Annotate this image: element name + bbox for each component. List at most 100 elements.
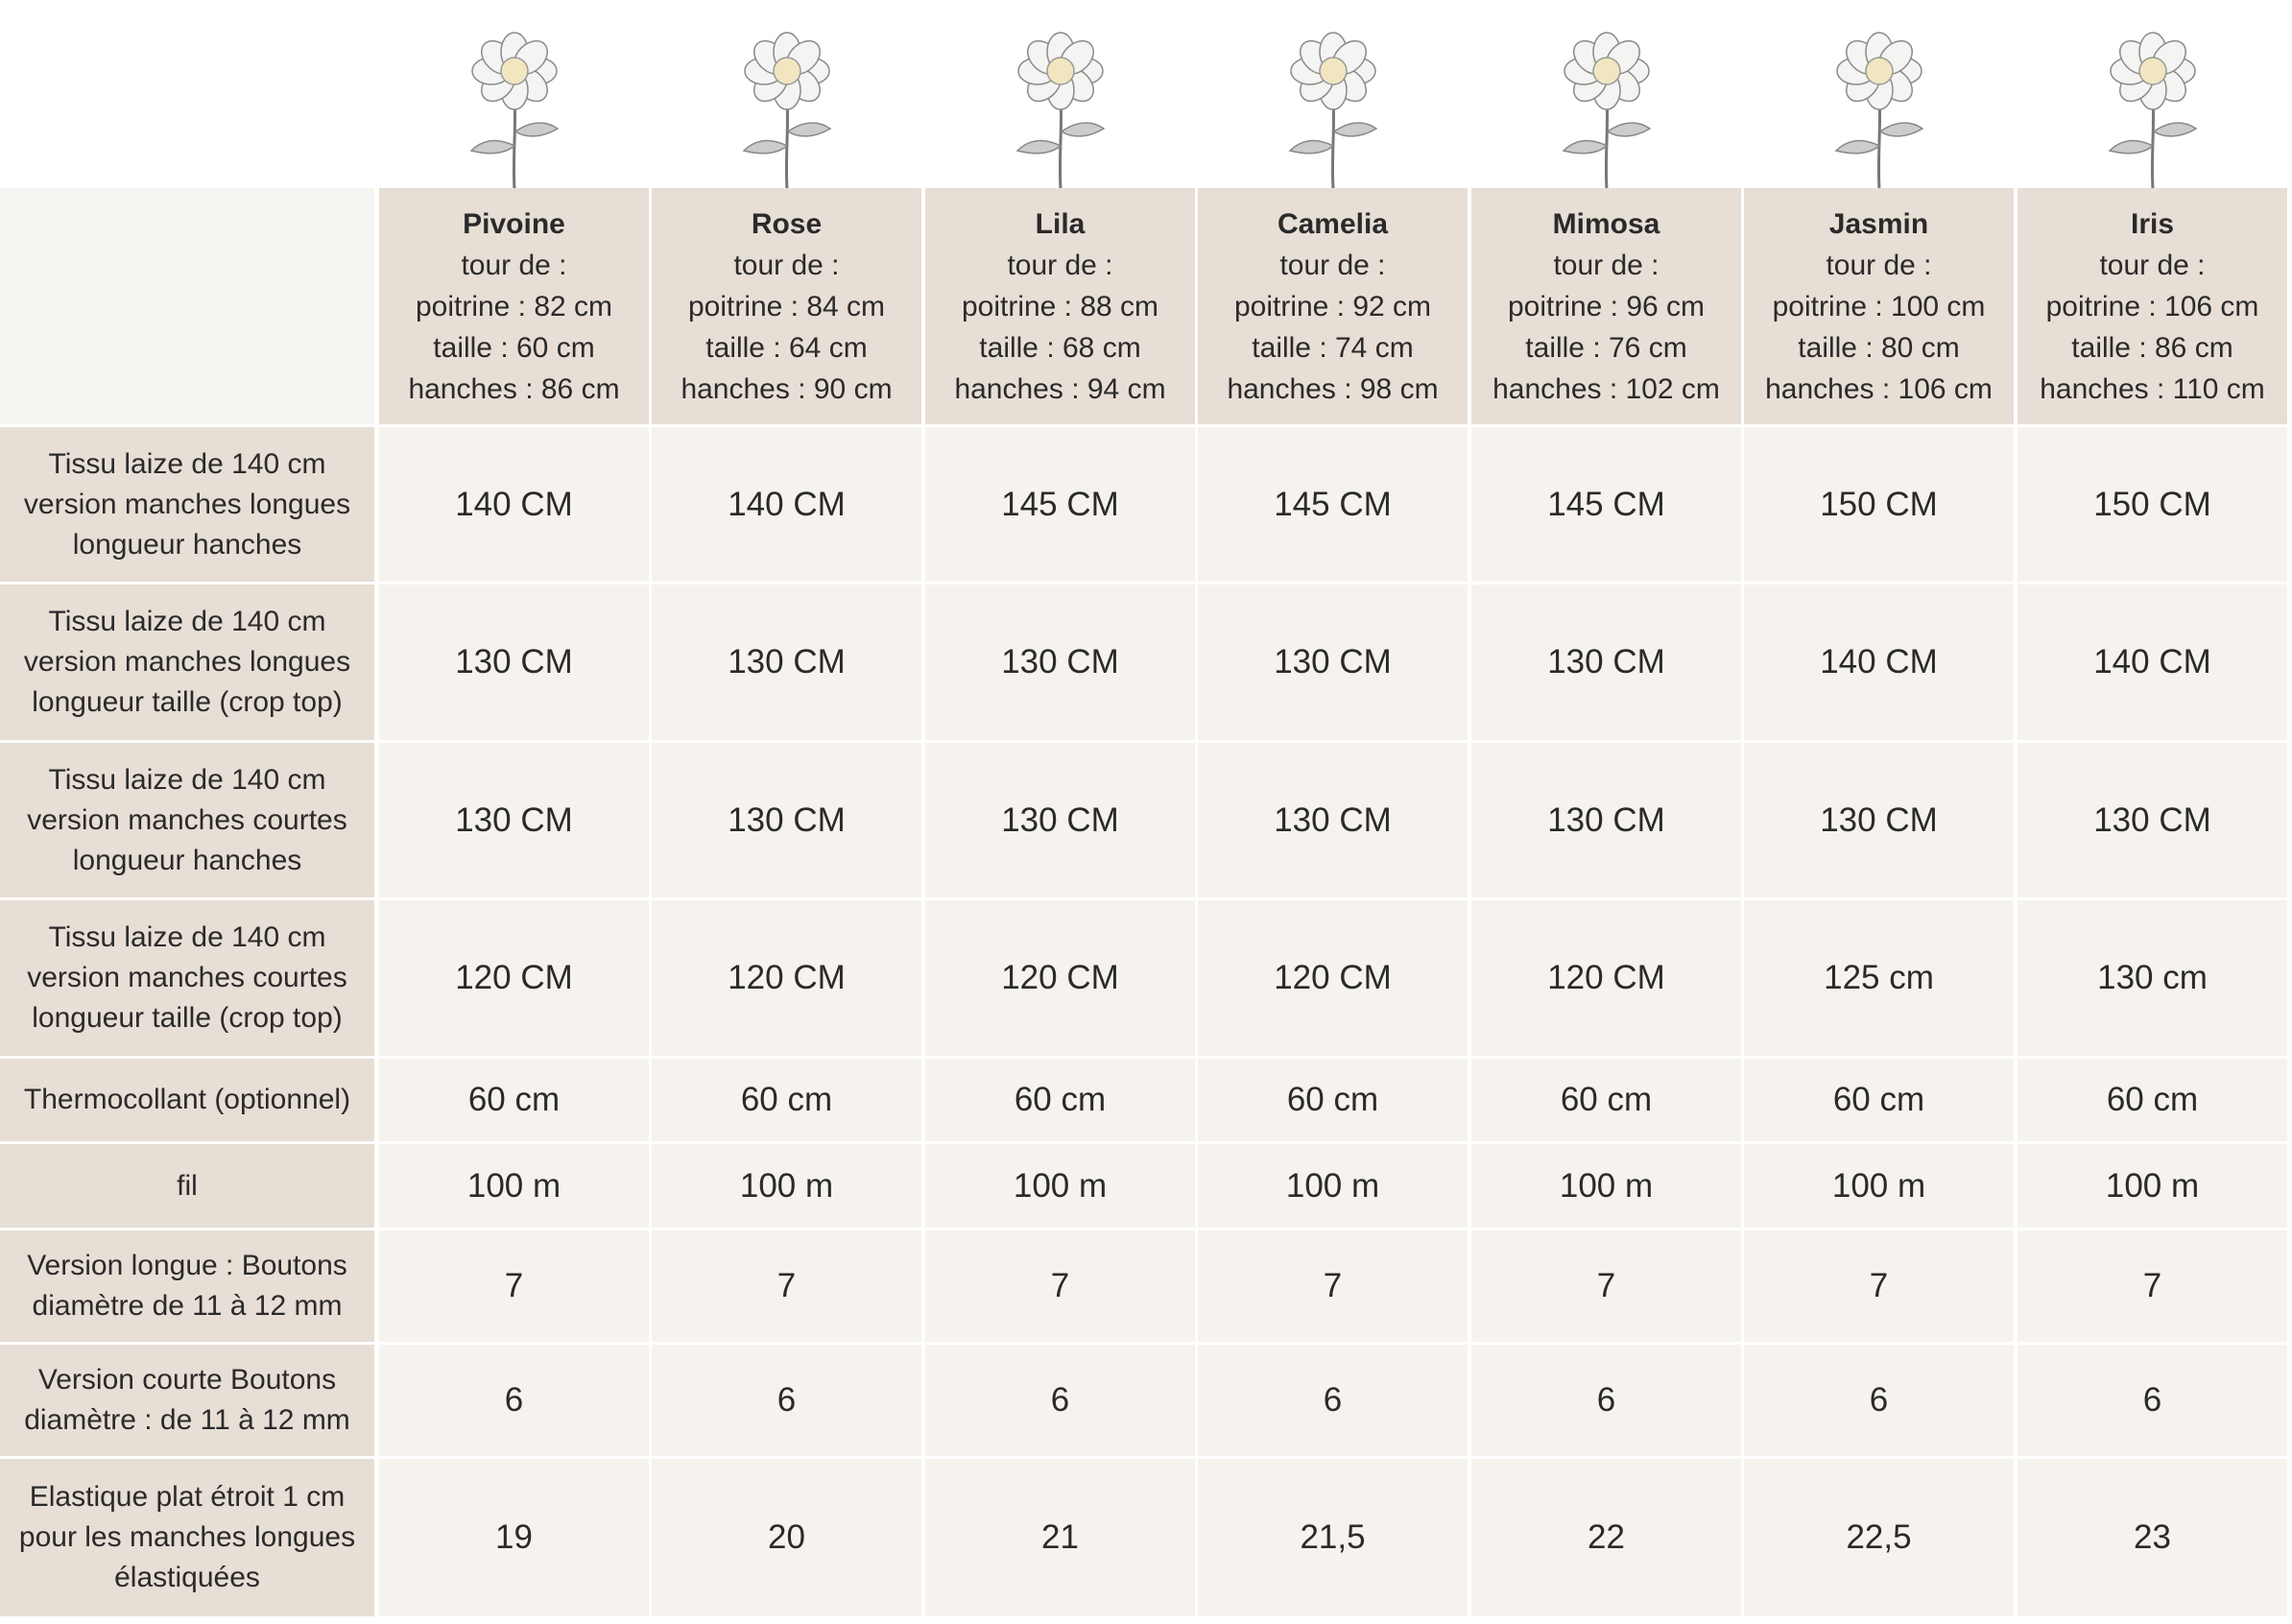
table-cell: 130 CM: [2017, 743, 2287, 897]
row-label-line: longueur hanches: [72, 844, 302, 876]
table-cell: 6: [1198, 1345, 1468, 1456]
row-label-line: version manches courtes: [27, 962, 347, 993]
table-cell: 6: [1744, 1345, 2014, 1456]
table-cell: 145 CM: [1471, 427, 1741, 582]
table-cell: 100 m: [925, 1144, 1195, 1228]
size-measure: tour de :: [461, 249, 567, 281]
flower-illustration: [1288, 32, 1377, 189]
row-label: fil: [0, 1144, 374, 1228]
row-label-line: longueur hanches: [72, 528, 302, 561]
row-label-line: Tissu laize de 140 cm: [48, 921, 326, 953]
size-measure: poitrine : 84 cm: [687, 290, 886, 322]
table-cell: 6: [2017, 1345, 2287, 1456]
table-cell: 120 CM: [1471, 900, 1741, 1056]
row-label-line: Version longue : Boutons: [27, 1250, 347, 1281]
flower-illustration: [1015, 32, 1105, 189]
table-cell: 22: [1471, 1459, 1741, 1616]
row-label-line: Elastique plat étroit 1 cm: [29, 1481, 346, 1513]
table-cell: 140 CM: [2017, 585, 2287, 740]
table-cell: 60 cm: [652, 1059, 921, 1141]
table-cell: 21,5: [1198, 1459, 1468, 1616]
table-cell: 100 m: [2017, 1144, 2287, 1228]
flower-illustration: [1562, 32, 1651, 189]
row-label: Version longue : Boutons diamètre de 11 à…: [0, 1230, 374, 1342]
table-cell: 100 m: [1471, 1144, 1741, 1228]
table-cell: 130 CM: [652, 585, 921, 740]
table-cell: 130 CM: [652, 743, 921, 897]
table-cell: 130 CM: [1471, 743, 1741, 897]
table-cell: 100 m: [1744, 1144, 2014, 1228]
size-header: Camelia tour de : poitrine : 92 cm taille :…: [1198, 188, 1468, 424]
size-measure: hanches : 102 cm: [1492, 372, 1720, 405]
row-label: Tissu laize de 140 cm version manches lon…: [0, 427, 374, 582]
table-cell: 6: [1471, 1345, 1741, 1456]
table-cell: 7: [925, 1230, 1195, 1342]
flower-illustration: [1834, 32, 1923, 189]
size-measure: taille : 80 cm: [1798, 331, 1960, 364]
table-cell: 130 CM: [379, 585, 649, 740]
size-measure: tour de :: [733, 249, 840, 281]
table-cell: 100 m: [652, 1144, 921, 1228]
size-measure: poitrine : 96 cm: [1507, 290, 1706, 322]
table-cell: 60 cm: [379, 1059, 649, 1141]
flower-illustration: [2108, 32, 2197, 189]
table-cell: 150 CM: [1744, 427, 2014, 582]
size-measure: poitrine : 88 cm: [961, 290, 1159, 322]
size-measure: hanches : 90 cm: [680, 372, 893, 405]
table-cell: 130 CM: [1471, 585, 1741, 740]
row-label: Elastique plat étroit 1 cm pour les manch…: [0, 1459, 374, 1616]
table-cell: 21: [925, 1459, 1195, 1616]
table-cell: 120 CM: [1198, 900, 1468, 1056]
table-cell: 20: [652, 1459, 921, 1616]
size-measure: taille : 86 cm: [2071, 331, 2233, 364]
size-measure: taille : 64 cm: [705, 331, 868, 364]
size-name: Jasmin: [1828, 207, 1929, 240]
size-measure: tour de :: [2099, 249, 2206, 281]
table-cell: 120 CM: [925, 900, 1195, 1056]
table-cell: 150 CM: [2017, 427, 2287, 582]
row-label: Tissu laize de 140 cm version manches lon…: [0, 585, 374, 740]
table-cell: 140 CM: [652, 427, 921, 582]
row-label-line: pour les manches longues: [18, 1521, 356, 1553]
size-measure: poitrine : 92 cm: [1233, 290, 1432, 322]
size-header: Lila tour de : poitrine : 88 cm taille : 68…: [925, 188, 1195, 424]
row-label: Tissu laize de 140 cm version manches cou…: [0, 900, 374, 1056]
table-cell: 130 cm: [2017, 900, 2287, 1056]
size-measure: taille : 74 cm: [1252, 331, 1414, 364]
size-measure: poitrine : 82 cm: [415, 290, 613, 322]
row-label-line: diamètre de 11 à 12 mm: [32, 1290, 343, 1322]
row-label-line: Version courte Boutons: [37, 1364, 337, 1396]
size-header: Pivoine tour de : poitrine : 82 cm taille :…: [379, 188, 649, 424]
size-name: Lila: [1035, 207, 1086, 240]
row-label: Version courte Boutons diamètre : de 11 à…: [0, 1345, 374, 1456]
flower-illustration: [742, 32, 831, 189]
table-cell: 60 cm: [1471, 1059, 1741, 1141]
table-cell: 6: [652, 1345, 921, 1456]
table-cell: 130 CM: [1198, 585, 1468, 740]
row-label-line: longueur taille (crop top): [32, 686, 343, 718]
table-cell: 7: [2017, 1230, 2287, 1342]
size-measure: taille : 76 cm: [1525, 331, 1687, 364]
table-cell: 7: [652, 1230, 921, 1342]
size-header: Jasmin tour de : poitrine : 100 cm taille :…: [1744, 188, 2014, 424]
row-label-line: diamètre : de 11 à 12 mm: [24, 1404, 350, 1436]
table-cell: 7: [1744, 1230, 2014, 1342]
table-cell: 19: [379, 1459, 649, 1616]
size-measure: tour de :: [1826, 249, 1932, 281]
table-cell: 130 CM: [1744, 743, 2014, 897]
table-cell: 140 CM: [1744, 585, 2014, 740]
table-cell: 125 cm: [1744, 900, 2014, 1056]
row-label: Tissu laize de 140 cm version manches cou…: [0, 743, 374, 897]
size-measure: poitrine : 100 cm: [1772, 290, 1986, 322]
table-cell: 130 CM: [925, 743, 1195, 897]
corner-cell: [0, 188, 374, 424]
table-cell: 7: [1198, 1230, 1468, 1342]
size-measure: hanches : 94 cm: [954, 372, 1166, 405]
table-cell: 130 CM: [925, 585, 1195, 740]
row-label-line: version manches longues: [23, 488, 351, 520]
row-label-line: Tissu laize de 140 cm: [48, 447, 326, 480]
size-name: Rose: [751, 207, 823, 240]
row-label-line: version manches longues: [23, 646, 351, 678]
table-cell: 60 cm: [1198, 1059, 1468, 1141]
size-measure: hanches : 86 cm: [408, 372, 620, 405]
